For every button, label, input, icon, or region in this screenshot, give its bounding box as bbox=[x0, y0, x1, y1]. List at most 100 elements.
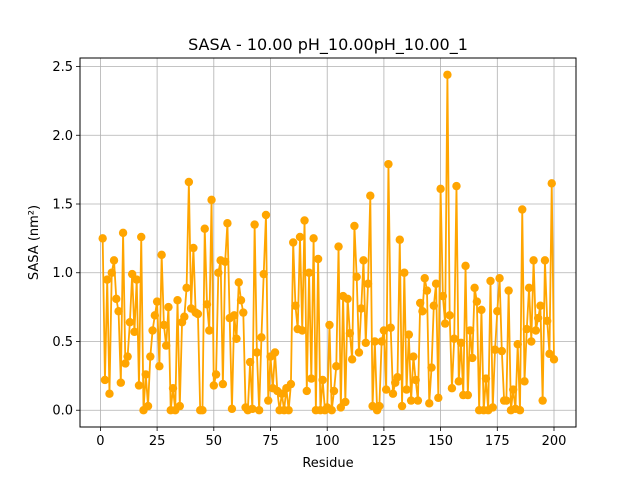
data-point bbox=[214, 268, 223, 277]
data-point bbox=[252, 348, 262, 357]
data-point bbox=[343, 294, 352, 304]
data-point bbox=[409, 352, 418, 361]
data-point bbox=[350, 221, 359, 231]
data-point bbox=[393, 373, 402, 382]
data-point bbox=[205, 326, 214, 335]
data-point bbox=[107, 268, 116, 277]
data-point bbox=[230, 311, 239, 320]
data-point bbox=[118, 228, 128, 238]
data-point bbox=[341, 397, 350, 407]
data-point bbox=[497, 346, 507, 356]
data-point bbox=[209, 381, 219, 390]
data-point bbox=[427, 363, 436, 372]
data-point bbox=[440, 319, 450, 328]
data-point bbox=[415, 298, 425, 308]
data-point bbox=[386, 323, 395, 332]
data-point bbox=[481, 374, 491, 383]
data-point bbox=[150, 311, 160, 320]
data-point bbox=[406, 396, 416, 405]
data-point bbox=[103, 275, 112, 284]
data-point bbox=[515, 406, 525, 415]
data-point bbox=[456, 338, 466, 348]
data-point bbox=[490, 345, 500, 354]
data-point bbox=[148, 326, 157, 335]
data-point bbox=[411, 375, 420, 385]
data-point bbox=[504, 286, 513, 295]
data-point bbox=[538, 396, 547, 405]
data-point bbox=[250, 220, 259, 229]
data-point bbox=[468, 353, 477, 363]
data-point bbox=[264, 396, 273, 405]
data-point bbox=[161, 341, 171, 350]
x-axis-label: Residue bbox=[302, 456, 353, 471]
data-point bbox=[257, 333, 266, 342]
y-tick-label: 1.5 bbox=[52, 198, 73, 213]
data-point bbox=[495, 274, 504, 283]
data-point bbox=[173, 296, 182, 305]
data-point bbox=[309, 234, 318, 243]
data-point bbox=[436, 184, 445, 194]
data-point bbox=[112, 294, 121, 304]
data-point bbox=[146, 352, 155, 361]
data-point bbox=[531, 326, 541, 335]
data-point bbox=[508, 385, 518, 394]
data-point bbox=[211, 370, 221, 379]
data-point bbox=[100, 375, 110, 385]
data-point bbox=[130, 327, 139, 337]
data-point bbox=[524, 283, 534, 293]
data-point bbox=[381, 385, 391, 394]
y-tick-label: 2.0 bbox=[52, 129, 73, 144]
data-point bbox=[527, 337, 536, 346]
data-point bbox=[327, 406, 336, 415]
data-point bbox=[533, 313, 543, 323]
data-point bbox=[332, 362, 341, 371]
data-point bbox=[431, 279, 441, 288]
data-point bbox=[248, 404, 257, 414]
data-point bbox=[116, 378, 126, 387]
data-point bbox=[175, 401, 184, 411]
data-point bbox=[325, 320, 334, 330]
data-point bbox=[529, 256, 538, 265]
data-point bbox=[295, 232, 305, 242]
data-point bbox=[429, 301, 438, 310]
plot-frame bbox=[79, 57, 577, 428]
data-point bbox=[400, 268, 409, 277]
data-point bbox=[207, 195, 216, 205]
data-point bbox=[418, 307, 427, 316]
data-point bbox=[288, 238, 298, 247]
data-point bbox=[361, 338, 370, 348]
series-line bbox=[101, 73, 555, 412]
data-point bbox=[152, 297, 162, 306]
x-tick-label: 125 bbox=[371, 434, 396, 449]
data-point bbox=[438, 291, 448, 301]
data-point bbox=[254, 406, 264, 415]
data-point bbox=[193, 309, 203, 319]
data-point bbox=[143, 401, 153, 411]
data-point bbox=[447, 384, 457, 393]
data-point bbox=[347, 355, 357, 364]
y-tick-label: 0.0 bbox=[52, 404, 73, 419]
data-point bbox=[313, 254, 323, 264]
data-point bbox=[98, 234, 107, 243]
data-point bbox=[155, 362, 164, 371]
data-point bbox=[395, 235, 404, 244]
data-point bbox=[522, 324, 531, 334]
data-point bbox=[463, 390, 473, 400]
data-point bbox=[298, 326, 307, 335]
data-point bbox=[182, 283, 191, 293]
data-point bbox=[452, 181, 461, 191]
data-point bbox=[384, 159, 393, 169]
data-point bbox=[180, 312, 189, 321]
y-axis-ticks: 0.0 0.5 1.0 1.5 2.0 2.5 bbox=[52, 60, 80, 419]
x-tick-label: 0 bbox=[96, 434, 104, 449]
data-point bbox=[198, 406, 207, 415]
data-point bbox=[105, 389, 114, 398]
data-point bbox=[363, 279, 373, 288]
y-tick-label: 2.5 bbox=[52, 60, 73, 75]
data-point bbox=[543, 316, 552, 326]
data-point bbox=[493, 307, 502, 316]
data-point bbox=[520, 377, 529, 386]
data-point bbox=[164, 302, 173, 312]
data-point bbox=[513, 340, 522, 349]
data-point bbox=[477, 305, 486, 315]
